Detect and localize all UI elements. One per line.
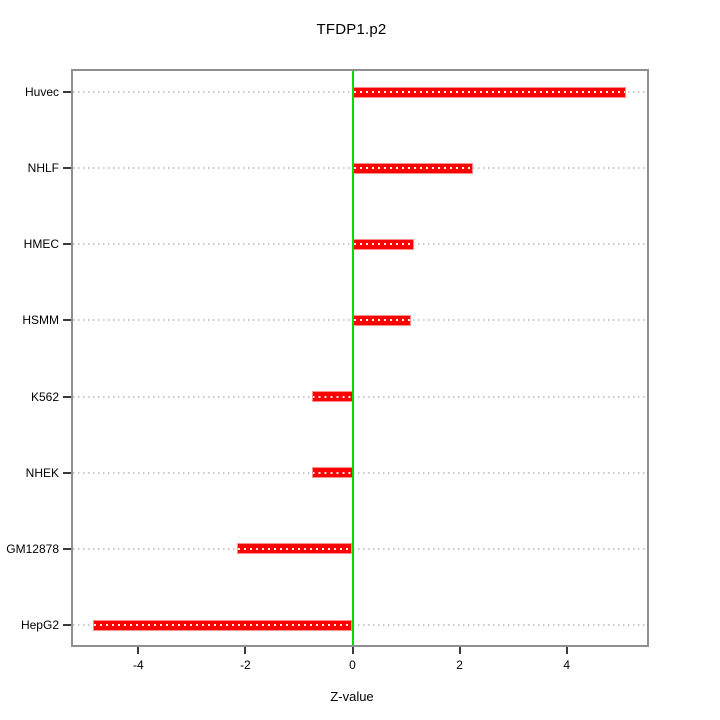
x-axis-tick bbox=[458, 647, 461, 654]
y-tick-label: NHLF bbox=[27, 161, 59, 176]
plot-area: Huvec NHLF HMEC HSMM K562 NHEK GM12878 HepG2 -4 -… bbox=[6, 69, 649, 672]
grid-line bbox=[73, 624, 647, 626]
y-tick-label: HMEC bbox=[23, 237, 59, 252]
zero-reference-line bbox=[351, 71, 354, 645]
x-tick-label: 2 bbox=[456, 658, 463, 672]
y-axis-tick bbox=[63, 395, 71, 398]
y-axis-tick bbox=[63, 471, 71, 474]
grid-line bbox=[73, 395, 647, 398]
y-tick-label: Huvec bbox=[24, 85, 59, 99]
y-axis-tick bbox=[63, 624, 71, 626]
y-axis-tick bbox=[63, 91, 71, 93]
bar bbox=[352, 86, 626, 98]
y-axis-tick bbox=[63, 243, 71, 246]
bar bbox=[352, 162, 473, 174]
x-axis-tick bbox=[351, 647, 354, 654]
y-axis-tick bbox=[63, 167, 71, 170]
x-tick-label: -2 bbox=[240, 658, 251, 672]
x-tick-label: -4 bbox=[132, 658, 144, 672]
bar bbox=[237, 543, 353, 555]
y-tick-label: HSMM bbox=[22, 313, 59, 328]
y-axis-tick bbox=[63, 547, 71, 550]
x-tick-label: 4 bbox=[563, 658, 571, 672]
x-axis-tick bbox=[137, 647, 140, 654]
bar bbox=[352, 238, 415, 250]
y-tick-label: HepG2 bbox=[20, 618, 59, 632]
grid-line bbox=[73, 547, 647, 550]
y-tick-label: K562 bbox=[30, 389, 59, 404]
y-tick-label: GM12878 bbox=[6, 541, 59, 556]
x-axis-tick bbox=[565, 647, 568, 654]
x-tick-label: 0 bbox=[349, 658, 356, 672]
bar bbox=[92, 619, 353, 631]
grid-line bbox=[73, 471, 647, 474]
x-axis-label: Z-value bbox=[330, 689, 374, 704]
y-tick-label: NHEK bbox=[25, 465, 59, 480]
y-axis-tick bbox=[63, 319, 71, 322]
chart-title: TFDP1.p2 bbox=[316, 21, 387, 38]
bar bbox=[312, 467, 353, 479]
bar bbox=[312, 391, 353, 403]
bar bbox=[352, 314, 412, 326]
x-axis-tick bbox=[244, 647, 247, 654]
